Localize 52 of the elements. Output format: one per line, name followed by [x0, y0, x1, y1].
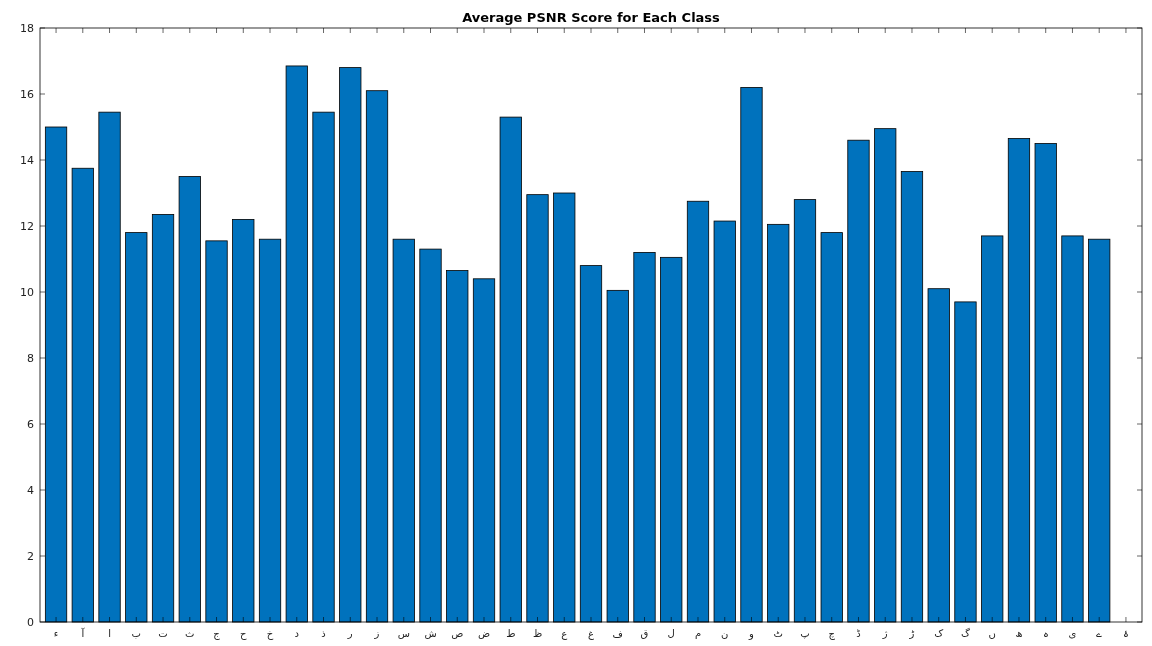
x-tick-label: ہ — [1042, 628, 1049, 639]
x-tick-label: ذ — [321, 628, 326, 639]
y-tick-label: 16 — [20, 88, 34, 101]
y-tick-label: 12 — [20, 220, 34, 233]
y-tick-label: 8 — [27, 352, 34, 365]
x-tick-label: ع — [561, 628, 568, 640]
x-tick-label: ش — [424, 628, 437, 639]
x-tick-label: ت — [158, 628, 168, 639]
x-tick-label: ک — [934, 628, 944, 639]
y-tick-label: 10 — [20, 286, 34, 299]
y-tick-label: 14 — [20, 154, 34, 167]
x-tick-label: ژ — [881, 628, 888, 639]
x-tick-label: ڈ — [856, 628, 861, 639]
x-tick-label: ث — [185, 628, 195, 639]
x-tick-label: ق — [640, 628, 649, 639]
x-tick-label: چ — [828, 628, 836, 640]
x-tick-label: ز — [373, 628, 380, 639]
x-tick-label: ل — [667, 628, 675, 639]
x-tick-label: س — [397, 628, 410, 639]
x-tick-label: ر — [346, 628, 353, 639]
x-tick-label: و — [748, 628, 755, 640]
x-tick-label: غ — [588, 628, 595, 640]
x-tick-label: ا — [108, 628, 111, 639]
x-tick-label: ۂ — [1122, 628, 1129, 639]
x-tick-label: ن — [721, 628, 729, 639]
x-tick-label: آ — [80, 627, 86, 639]
x-tick-label: ب — [131, 628, 141, 639]
x-tick-label: ح — [240, 628, 248, 640]
x-tick-label: خ — [266, 628, 274, 640]
x-tick-label: گ — [960, 627, 970, 639]
x-tick-label: ڑ — [908, 628, 915, 639]
x-tick-label: د — [294, 628, 299, 639]
x-tick-label: ض — [477, 628, 491, 639]
x-tick-label: ٹ — [773, 628, 783, 639]
y-tick-label: 18 — [20, 22, 34, 35]
x-tick-label: ظ — [532, 628, 543, 639]
y-tick-label: 4 — [27, 484, 34, 497]
x-tick-label: ے — [1096, 628, 1103, 639]
chart-title: Average PSNR Score for Each Class — [462, 10, 721, 25]
x-tick-label: ص — [451, 628, 464, 639]
x-tick-label: ھ — [1015, 628, 1023, 639]
x-tick-label: ج — [213, 628, 221, 640]
x-tick-label: ط — [506, 628, 516, 639]
y-tick-label: 0 — [27, 616, 34, 629]
y-tick-label: 6 — [27, 418, 34, 431]
y-tick-label: 2 — [27, 550, 34, 563]
x-tick-label: ں — [988, 628, 996, 639]
x-tick-label: م — [694, 628, 702, 639]
x-tick-label: ف — [612, 628, 623, 639]
x-tick-label: ی — [1068, 628, 1077, 639]
x-tick-label: پ — [800, 628, 810, 639]
x-tick-label: ء — [53, 628, 59, 639]
